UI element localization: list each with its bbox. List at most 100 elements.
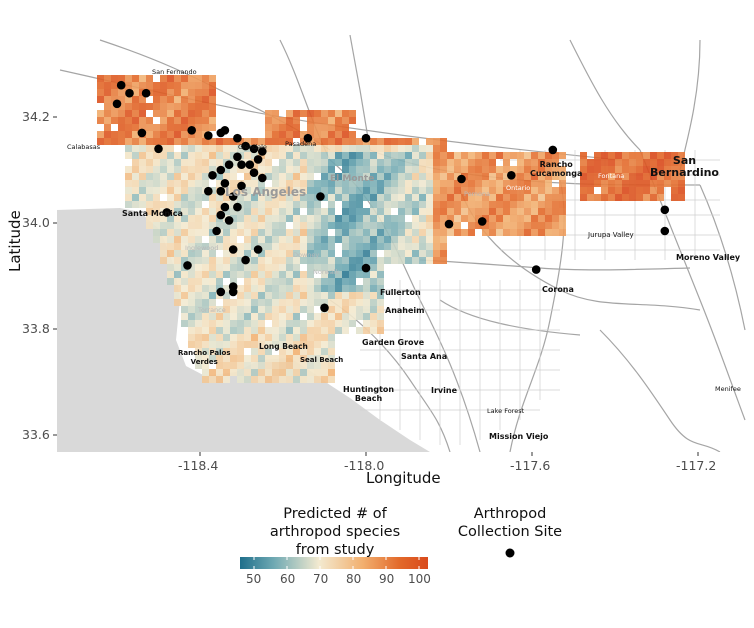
prediction-cell <box>307 152 314 159</box>
prediction-cell <box>209 320 216 327</box>
prediction-cell <box>615 180 622 187</box>
prediction-cell <box>559 173 566 180</box>
prediction-cell <box>258 257 265 264</box>
prediction-cell <box>132 89 139 96</box>
prediction-cell <box>314 201 321 208</box>
prediction-cell <box>321 138 328 145</box>
place-label-menifee: Menifee <box>715 385 741 393</box>
prediction-cell <box>293 257 300 264</box>
prediction-cell <box>230 187 237 194</box>
prediction-cell <box>237 222 244 229</box>
prediction-cell <box>97 75 104 82</box>
prediction-cell <box>405 166 412 173</box>
prediction-cell <box>167 131 174 138</box>
prediction-cell <box>244 208 251 215</box>
y-axis-title: Latitude <box>6 210 24 272</box>
prediction-cell <box>251 250 258 257</box>
prediction-cell <box>188 306 195 313</box>
prediction-cell <box>342 215 349 222</box>
prediction-cell <box>370 215 377 222</box>
prediction-cell <box>433 194 440 201</box>
prediction-cell <box>307 236 314 243</box>
prediction-cell <box>342 194 349 201</box>
prediction-cell <box>286 278 293 285</box>
prediction-cell <box>433 187 440 194</box>
prediction-cell <box>321 278 328 285</box>
prediction-cell <box>545 222 552 229</box>
prediction-cell <box>160 222 167 229</box>
prediction-cell <box>209 229 216 236</box>
prediction-cell <box>370 222 377 229</box>
prediction-cell <box>657 194 664 201</box>
prediction-cell <box>531 201 538 208</box>
prediction-cell <box>202 138 209 145</box>
prediction-cell <box>636 166 643 173</box>
prediction-cell <box>181 103 188 110</box>
prediction-cell <box>286 362 293 369</box>
prediction-cell <box>552 166 559 173</box>
prediction-cell <box>202 271 209 278</box>
prediction-cell <box>363 215 370 222</box>
prediction-cell <box>636 187 643 194</box>
prediction-cell <box>377 159 384 166</box>
prediction-cell <box>335 299 342 306</box>
prediction-cell <box>279 299 286 306</box>
prediction-cell <box>510 194 517 201</box>
prediction-cell <box>244 180 251 187</box>
prediction-cell <box>244 355 251 362</box>
prediction-cell <box>328 306 335 313</box>
prediction-cell <box>447 208 454 215</box>
prediction-cell <box>237 208 244 215</box>
prediction-cell <box>265 145 272 152</box>
prediction-cell <box>181 124 188 131</box>
prediction-cell <box>272 236 279 243</box>
prediction-cell <box>356 243 363 250</box>
prediction-cell <box>174 271 181 278</box>
prediction-cell <box>300 369 307 376</box>
prediction-cell <box>202 117 209 124</box>
prediction-cell <box>405 236 412 243</box>
prediction-cell <box>356 145 363 152</box>
prediction-cell <box>559 187 566 194</box>
prediction-cell <box>160 124 167 131</box>
collection-site-point <box>187 126 196 135</box>
prediction-cell <box>405 159 412 166</box>
prediction-cell <box>587 159 594 166</box>
prediction-cell <box>580 180 587 187</box>
prediction-cell <box>328 278 335 285</box>
prediction-cell <box>559 222 566 229</box>
prediction-cell <box>307 250 314 257</box>
prediction-cell <box>328 124 335 131</box>
prediction-cell <box>188 103 195 110</box>
prediction-cell <box>426 138 433 145</box>
prediction-cell <box>223 152 230 159</box>
prediction-cell <box>216 152 223 159</box>
prediction-cell <box>384 152 391 159</box>
prediction-cell <box>286 215 293 222</box>
prediction-cell <box>279 208 286 215</box>
prediction-cell <box>538 215 545 222</box>
prediction-cell <box>377 306 384 313</box>
prediction-cell <box>454 194 461 201</box>
prediction-cell <box>321 208 328 215</box>
prediction-cell <box>181 110 188 117</box>
prediction-cell <box>321 299 328 306</box>
prediction-cell <box>125 152 132 159</box>
prediction-cell <box>293 243 300 250</box>
collection-site-point <box>548 145 558 155</box>
prediction-cell <box>293 180 300 187</box>
prediction-cell <box>209 264 216 271</box>
prediction-cell <box>153 110 160 117</box>
prediction-cell <box>538 180 545 187</box>
prediction-cell <box>111 82 118 89</box>
place-label-fontana: Fontana <box>598 172 625 180</box>
prediction-cell <box>461 187 468 194</box>
prediction-cell <box>153 166 160 173</box>
prediction-cell <box>209 313 216 320</box>
prediction-cell <box>195 96 202 103</box>
prediction-cell <box>181 75 188 82</box>
prediction-cell <box>342 117 349 124</box>
prediction-cell <box>307 313 314 320</box>
prediction-cell <box>202 180 209 187</box>
prediction-cell <box>111 131 118 138</box>
